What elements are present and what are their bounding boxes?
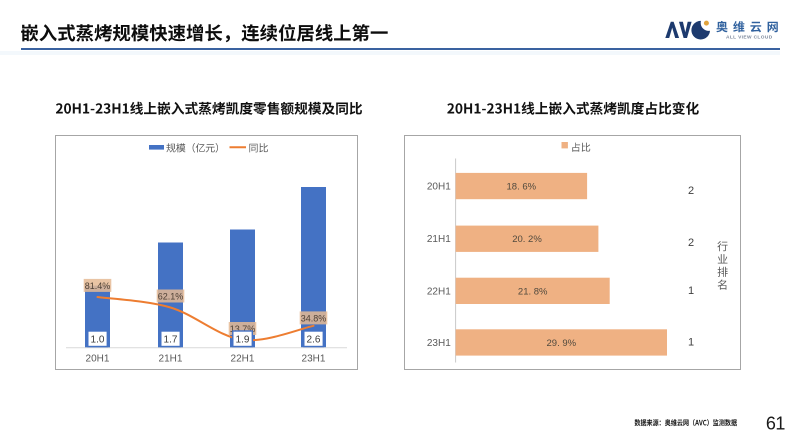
svg-text:2: 2 — [688, 236, 694, 248]
svg-text:22H1: 22H1 — [231, 354, 255, 365]
svg-text:1.0: 1.0 — [91, 335, 105, 346]
svg-text:34.8%: 34.8% — [301, 313, 327, 323]
svg-text:21H1: 21H1 — [159, 354, 183, 365]
svg-text:2: 2 — [688, 184, 694, 196]
svg-text:62.1%: 62.1% — [158, 292, 184, 302]
svg-text:1: 1 — [688, 336, 694, 348]
svg-text:81.4%: 81.4% — [85, 281, 111, 291]
svg-text:20H1: 20H1 — [86, 354, 110, 365]
svg-text:2.6: 2.6 — [307, 335, 321, 346]
svg-text:61: 61 — [766, 414, 786, 434]
svg-text:1.9: 1.9 — [236, 335, 250, 346]
svg-text:23H1: 23H1 — [427, 337, 451, 348]
svg-text:23H1: 23H1 — [302, 354, 326, 365]
svg-text:13.7%: 13.7% — [230, 324, 256, 334]
svg-text:1.7: 1.7 — [164, 335, 178, 346]
svg-text:1: 1 — [688, 284, 694, 296]
svg-text:20. 2%: 20. 2% — [512, 234, 542, 245]
svg-text:18. 6%: 18. 6% — [507, 181, 537, 192]
svg-text:22H1: 22H1 — [427, 286, 451, 297]
svg-text:21H1: 21H1 — [427, 234, 451, 245]
svg-text:ALL VIEW CLOUD: ALL VIEW CLOUD — [726, 34, 773, 40]
svg-text:29. 9%: 29. 9% — [547, 337, 577, 348]
svg-text:21. 8%: 21. 8% — [518, 286, 548, 297]
svg-text:20H1: 20H1 — [427, 181, 451, 192]
